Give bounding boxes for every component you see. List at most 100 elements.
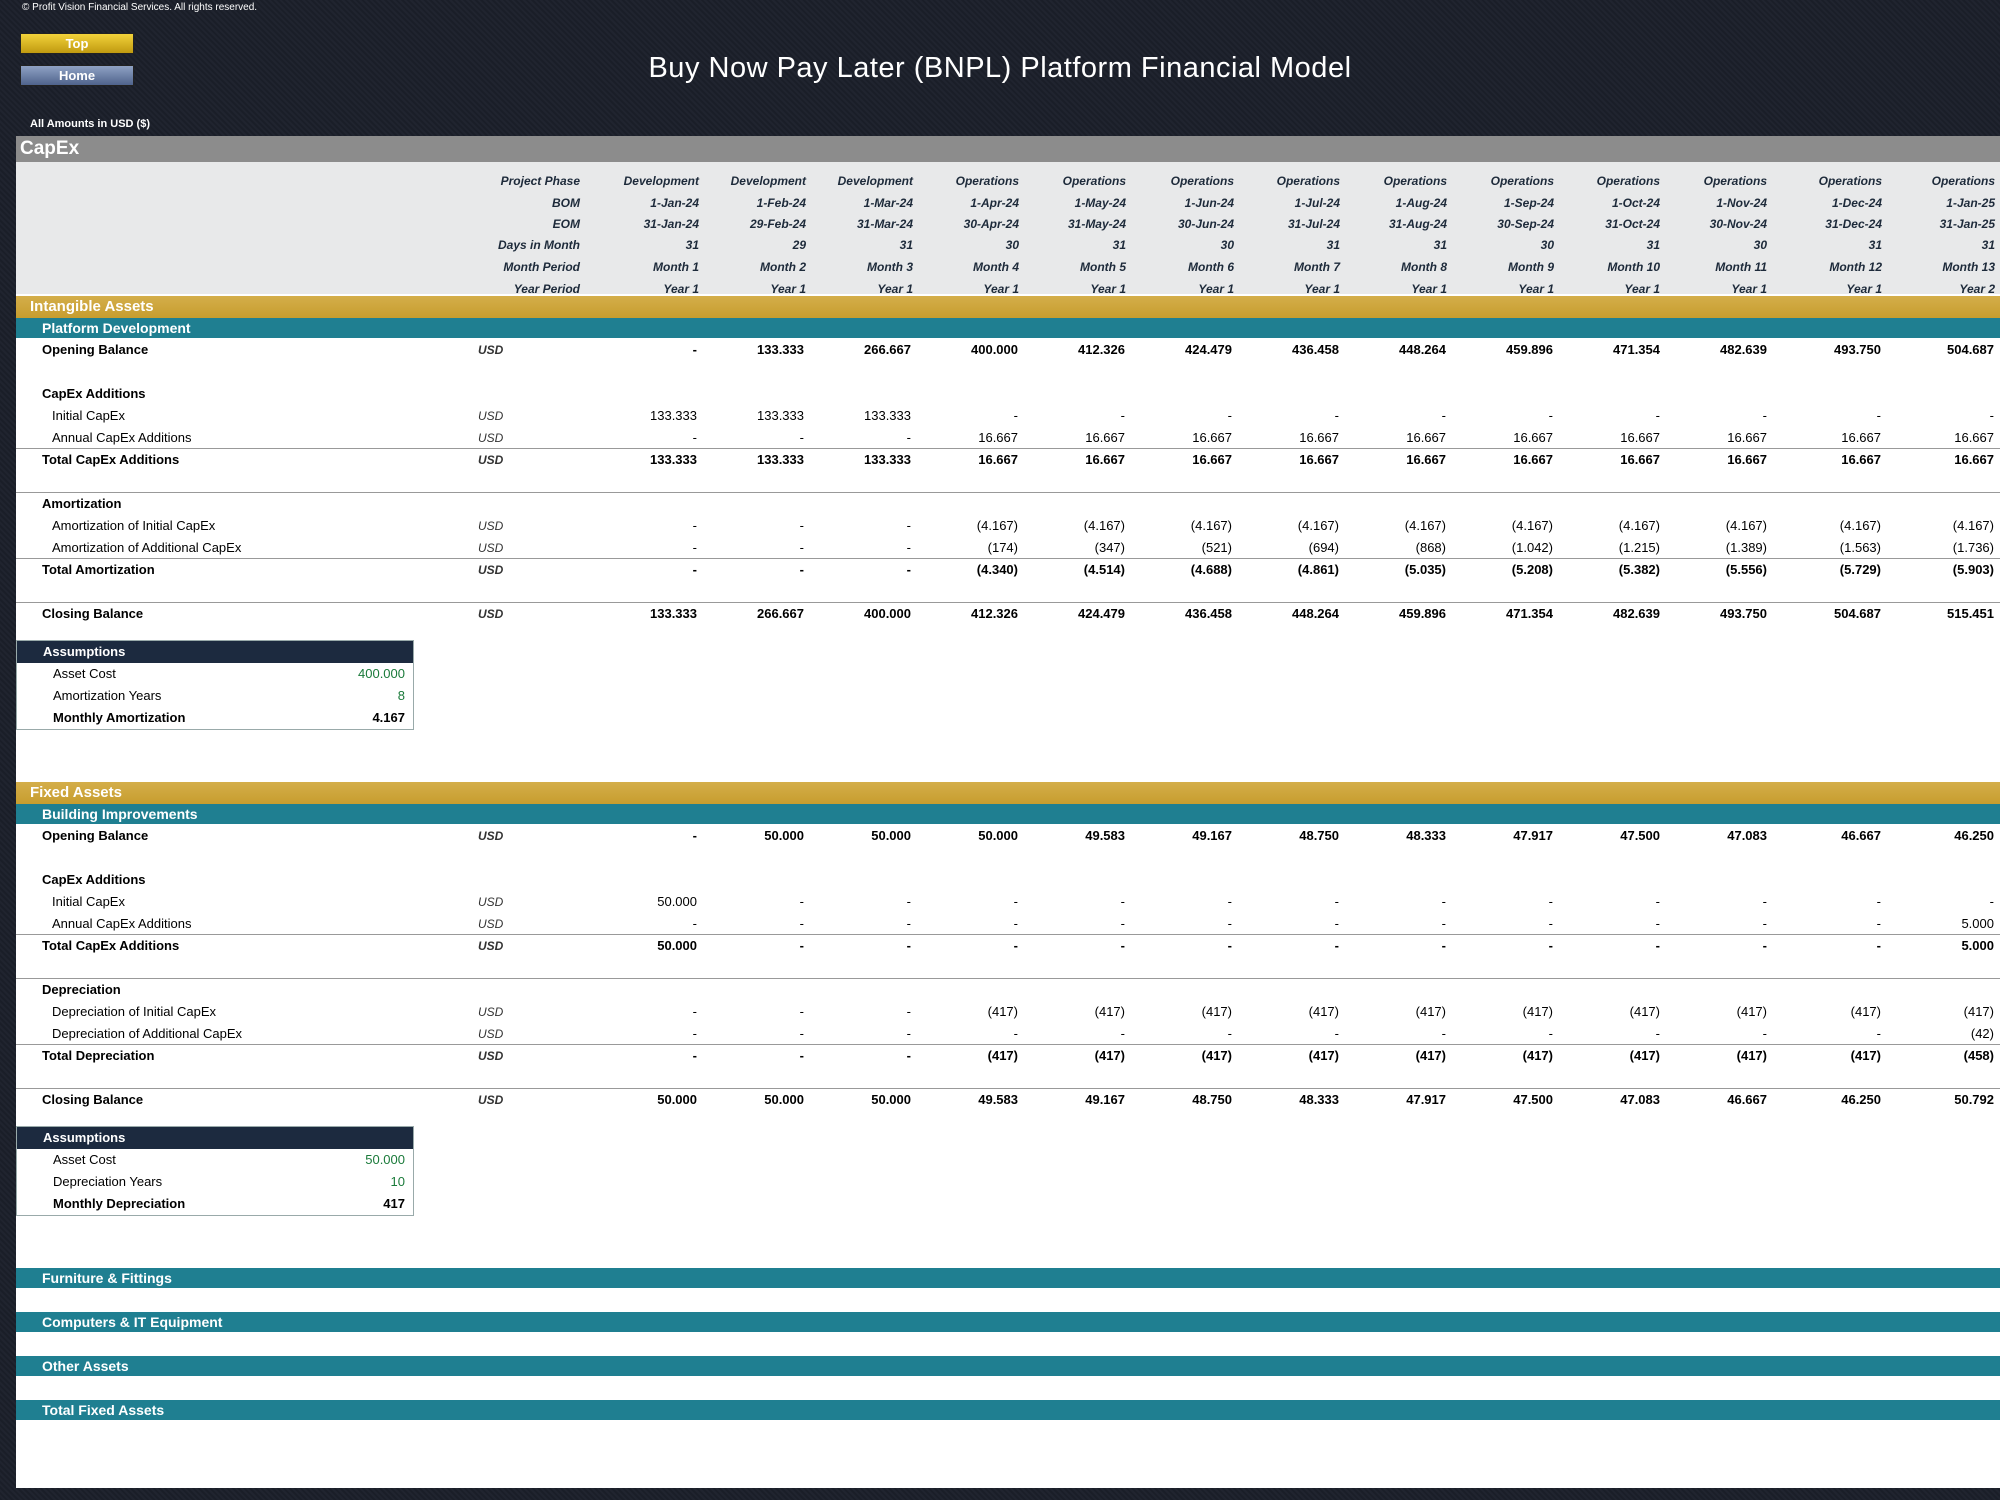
value-cell: - xyxy=(906,540,911,555)
value-cell: - xyxy=(1548,938,1553,953)
header-cell: 31-Jan-24 xyxy=(643,217,699,231)
value-cell: 50.000 xyxy=(657,938,697,953)
value-cell: (417) xyxy=(1415,1048,1446,1063)
value-cell: 5.000 xyxy=(1961,938,1994,953)
header-cell: Operations xyxy=(1276,174,1340,188)
value-cell: - xyxy=(1548,894,1553,909)
row-label: Opening Balance xyxy=(42,828,149,843)
value-cell: (5.382) xyxy=(1618,562,1660,577)
value-cell: (417) xyxy=(1201,1048,1232,1063)
value-cell: - xyxy=(692,916,697,931)
value-cell: (1.215) xyxy=(1618,540,1660,555)
header-cell: 1-Jun-24 xyxy=(1184,196,1234,210)
value-cell: (417) xyxy=(987,1004,1018,1019)
header-cell: Year 1 xyxy=(1198,282,1234,296)
header-cell: Year 1 xyxy=(1090,282,1126,296)
value-cell: 436.458 xyxy=(1185,606,1232,621)
value-cell: - xyxy=(1013,894,1018,909)
value-cell: (4.167) xyxy=(1297,518,1339,533)
collapsed-section-header[interactable]: Other Assets xyxy=(16,1356,2000,1376)
value-cell: - xyxy=(692,828,697,843)
value-cell: - xyxy=(906,916,911,931)
value-cell: 47.917 xyxy=(1406,1092,1446,1107)
home-button[interactable]: Home xyxy=(20,65,134,86)
row-label: CapEx Additions xyxy=(42,386,146,401)
value-cell: 16.667 xyxy=(978,452,1018,467)
header-cell: 30-Nov-24 xyxy=(1709,217,1767,231)
value-cell: - xyxy=(906,1004,911,1019)
row-separator xyxy=(16,934,2000,935)
value-cell: - xyxy=(1013,916,1018,931)
row-label: Closing Balance xyxy=(42,606,144,621)
value-cell: - xyxy=(1989,894,1994,909)
value-cell: 493.750 xyxy=(1720,606,1767,621)
header-cell: Year 1 xyxy=(770,282,806,296)
header-cell: 1-Nov-24 xyxy=(1716,196,1767,210)
value-cell: - xyxy=(1120,894,1125,909)
value-cell: (1.563) xyxy=(1839,540,1881,555)
header-cell: Year 1 xyxy=(1846,282,1882,296)
row-label: Depreciation xyxy=(42,982,121,997)
assumption-value[interactable]: 8 xyxy=(397,688,405,703)
collapsed-section-header[interactable]: Furniture & Fittings xyxy=(16,1268,2000,1288)
value-cell: 46.250 xyxy=(1954,828,1994,843)
row-label: Amortization xyxy=(42,496,122,511)
table-row: Depreciation of Additional CapEx USD - - - - -… xyxy=(16,1023,2000,1045)
value-cell: 16.667 xyxy=(1299,430,1339,445)
collapsed-section-header[interactable]: Total Fixed Assets xyxy=(16,1400,2000,1420)
section-header-capex: CapEx xyxy=(16,136,2000,162)
value-cell: 482.639 xyxy=(1720,342,1767,357)
header-cell: 1-Sep-24 xyxy=(1503,196,1554,210)
value-cell: 47.500 xyxy=(1620,828,1660,843)
value-cell: - xyxy=(1548,916,1553,931)
assumption-value[interactable]: 400.000 xyxy=(358,666,405,681)
collapsed-section-header[interactable]: Computers & IT Equipment xyxy=(16,1312,2000,1332)
value-cell: 133.333 xyxy=(864,408,911,423)
value-cell: - xyxy=(1334,408,1339,423)
table-row: Closing Balance USD 50.000 50.000 50.000 49.5… xyxy=(16,1089,2000,1111)
table-row: Depreciation xyxy=(16,979,2000,1001)
header-cell: Operations xyxy=(1383,174,1447,188)
table-row: Annual CapEx Additions USD - - - 16.667 16.667… xyxy=(16,427,2000,449)
value-cell: (4.167) xyxy=(1404,518,1446,533)
top-button[interactable]: Top xyxy=(20,33,134,54)
header-cell: 31-Jul-24 xyxy=(1287,217,1340,231)
value-cell: - xyxy=(692,1004,697,1019)
copyright-text: © Profit Vision Financial Services. All … xyxy=(22,2,258,13)
value-cell: 436.458 xyxy=(1292,342,1339,357)
value-cell: - xyxy=(799,562,804,577)
assumption-value[interactable]: 10 xyxy=(390,1174,405,1189)
value-cell: 16.667 xyxy=(1513,452,1553,467)
row-separator xyxy=(16,492,2000,493)
value-cell: 16.667 xyxy=(1406,430,1446,445)
row-label: Amortization of Additional CapEx xyxy=(52,540,242,555)
value-cell: (4.167) xyxy=(1190,518,1232,533)
assumption-row: Monthly Amortization 4.167 xyxy=(17,707,413,729)
value-cell: 133.333 xyxy=(650,408,697,423)
header-cell: Month 8 xyxy=(1401,260,1447,274)
header-cell: 1-Jan-24 xyxy=(650,196,699,210)
header-cell: Operations xyxy=(1703,174,1767,188)
value-cell: 133.333 xyxy=(650,452,697,467)
value-cell: - xyxy=(692,342,697,357)
unit-label: USD xyxy=(478,1093,504,1107)
value-cell: - xyxy=(1334,894,1339,909)
header-cell: Month 7 xyxy=(1294,260,1340,274)
assumption-value[interactable]: 50.000 xyxy=(365,1152,405,1167)
assumption-label: Depreciation Years xyxy=(53,1174,163,1189)
value-cell: 50.000 xyxy=(764,828,804,843)
header-cell: 31-Oct-24 xyxy=(1605,217,1660,231)
row-label: Depreciation of Additional CapEx xyxy=(52,1026,243,1041)
assumption-value[interactable]: 417 xyxy=(383,1196,405,1211)
value-cell: (1.736) xyxy=(1952,540,1994,555)
value-cell: (4.167) xyxy=(1839,518,1881,533)
header-cell: Year 1 xyxy=(983,282,1019,296)
row-separator xyxy=(16,978,2000,979)
header-cell: Year 1 xyxy=(1411,282,1447,296)
assumption-value[interactable]: 4.167 xyxy=(372,710,405,725)
value-cell: - xyxy=(1120,916,1125,931)
value-cell: - xyxy=(799,938,804,953)
header-cell: Month 13 xyxy=(1942,260,1995,274)
value-cell: - xyxy=(799,518,804,533)
value-cell: - xyxy=(1441,1026,1446,1041)
